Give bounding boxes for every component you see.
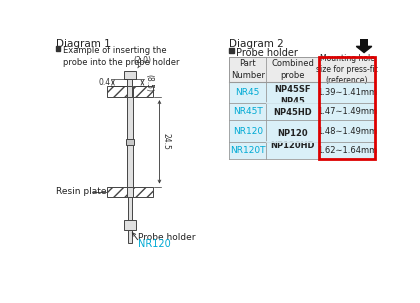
Bar <box>128 230 132 243</box>
Text: NR120: NR120 <box>233 127 263 135</box>
Text: NR45: NR45 <box>236 88 260 97</box>
Text: NR120: NR120 <box>138 239 171 249</box>
Polygon shape <box>356 46 372 52</box>
Bar <box>229 82 375 103</box>
Bar <box>229 48 234 52</box>
Bar <box>128 197 132 220</box>
Text: 1.47∼1.49mm: 1.47∼1.49mm <box>317 107 377 116</box>
Bar <box>107 187 127 197</box>
Text: Part
Number: Part Number <box>231 59 265 79</box>
Text: 1.62∼1.64mm: 1.62∼1.64mm <box>317 146 377 155</box>
Text: 0.4: 0.4 <box>99 78 110 87</box>
Bar <box>107 86 127 97</box>
Bar <box>124 71 136 79</box>
Bar <box>229 57 375 82</box>
Text: Mounting hole
size for press-fit
(reference): Mounting hole size for press-fit (refere… <box>316 54 378 85</box>
Bar <box>126 139 134 145</box>
Bar <box>360 39 368 46</box>
Bar <box>127 79 131 86</box>
Text: 1.39∼1.41mm: 1.39∼1.41mm <box>317 88 377 97</box>
Text: NR120T: NR120T <box>230 146 265 155</box>
Text: 1.48∼1.49mm: 1.48∼1.49mm <box>317 127 377 135</box>
Bar <box>124 220 136 230</box>
Bar <box>127 86 131 97</box>
Text: (8.5): (8.5) <box>145 74 154 92</box>
Text: Diagram 1: Diagram 1 <box>55 39 110 49</box>
Text: Probe holder: Probe holder <box>236 48 298 58</box>
Bar <box>55 46 60 51</box>
Text: Diagram 2: Diagram 2 <box>229 39 284 49</box>
Bar <box>127 97 133 187</box>
Text: NR45T: NR45T <box>233 107 262 116</box>
Bar <box>133 86 153 97</box>
Bar <box>229 103 375 120</box>
Text: Probe holder: Probe holder <box>138 233 195 242</box>
Text: 24.5: 24.5 <box>162 133 171 150</box>
Text: NP45SF
NP45
NP45HD: NP45SF NP45 NP45HD <box>273 85 312 117</box>
Bar <box>133 187 153 197</box>
Text: (2.0): (2.0) <box>134 56 152 65</box>
Bar <box>319 57 375 159</box>
Text: Resin plate: Resin plate <box>55 187 106 196</box>
Bar <box>229 142 375 159</box>
Text: Example of inserting the
probe into the probe holder: Example of inserting the probe into the … <box>63 46 179 67</box>
Bar <box>127 187 133 197</box>
Bar <box>229 120 375 142</box>
Text: NP120
NP120HD: NP120 NP120HD <box>270 129 315 150</box>
Text: Combined
probe: Combined probe <box>271 59 314 79</box>
